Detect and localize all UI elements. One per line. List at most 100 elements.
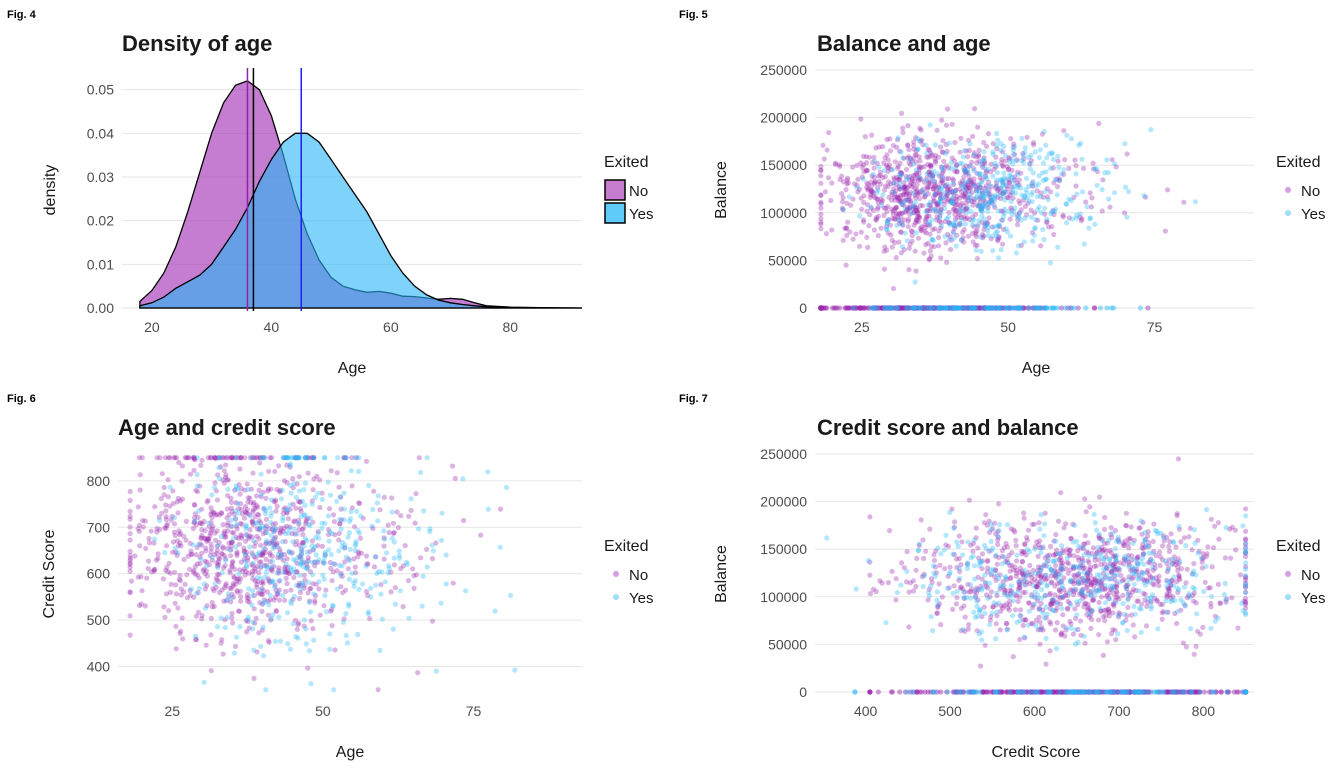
fig6-point-no [209, 604, 215, 610]
fig5-point-no [859, 206, 865, 212]
fig5-point-no [1113, 164, 1119, 170]
fig5-point-no [875, 206, 881, 212]
fig7-point-yes [997, 521, 1003, 528]
fig5-zero-balance-point-no [937, 305, 943, 311]
fig5-point-yes [965, 204, 971, 211]
fig5-point-yes [998, 141, 1004, 147]
fig6-point-no [231, 511, 237, 517]
fig7-point-no [1060, 560, 1066, 566]
fig5-zero-balance-point-no [818, 305, 825, 311]
fig5-y-tick-label: 250000 [760, 62, 807, 78]
fig7-point-no [1184, 566, 1190, 572]
fig7-point-no [1134, 555, 1140, 561]
fig6-point-no [274, 591, 280, 597]
fig5-point-yes [1041, 160, 1047, 166]
fig7-point-no [1031, 521, 1037, 527]
fig6-point-no [243, 538, 249, 544]
fig5-point-yes [907, 156, 914, 162]
fig6-point-yes [342, 542, 348, 548]
fig5-zero-balance-point-no [982, 305, 988, 311]
fig5-point-yes [1033, 216, 1039, 223]
fig6-point-no [159, 471, 165, 477]
fig5-point-no [963, 184, 969, 190]
fig5-point-no [940, 168, 947, 174]
fig7-point-yes [1073, 538, 1080, 544]
fig5-point-no [967, 163, 973, 169]
fig6-point-no [200, 568, 206, 574]
fig6-point-no [336, 530, 342, 537]
fig5-point-yes [1148, 127, 1154, 133]
fig-5-legend-label-yes: Yes [1301, 206, 1325, 223]
fig5-zero-balance-point-no [932, 305, 938, 311]
fig6-point-no [145, 566, 151, 572]
fig5-point-no [908, 198, 914, 204]
fig5-zero-balance-point-no [996, 305, 1003, 311]
fig5-zero-balance-point-no [891, 305, 898, 311]
fig6-point-no [284, 581, 290, 587]
fig5-point-yes [971, 167, 977, 174]
fig6-point-no [411, 573, 417, 579]
fig5-point-no [818, 192, 824, 199]
balance-and-age-panel: Fig. 5 Balance and age Age Balance 05000… [679, 9, 1325, 377]
fig5-zero-balance-point-no [914, 305, 920, 311]
fig6-point-no [216, 555, 222, 561]
fig5-point-yes [982, 188, 988, 194]
fig6-point-yes [438, 537, 445, 543]
fig5-zero-balance-point-no [873, 305, 879, 311]
fig7-point-no [1100, 614, 1106, 620]
fig5-point-no [980, 190, 986, 196]
fig5-point-no [943, 141, 949, 148]
fig6-point-no [199, 506, 205, 512]
fig5-point-no [909, 206, 916, 212]
fig5-zero-balance-point-no [1000, 305, 1006, 311]
fig6-point-yes [342, 455, 348, 461]
fig6-point-no [381, 494, 387, 500]
fig6-point-no [212, 552, 218, 558]
fig5-point-no [964, 206, 970, 212]
fig7-point-no [936, 581, 942, 587]
fig5-point-yes [1079, 189, 1086, 195]
fig6-point-no [263, 541, 269, 547]
fig6-point-yes [258, 586, 264, 592]
fig7-zero-balance-point-yes [904, 689, 910, 695]
fig7-point-no [1087, 504, 1093, 510]
fig7-zero-balance-point-yes [1174, 689, 1180, 695]
fig6-point-no [209, 514, 215, 521]
fig-7-legend-key-no [1285, 571, 1291, 577]
density-area-yes [139, 132, 583, 309]
fig7-point-yes [1146, 550, 1152, 556]
fig5-point-no [912, 173, 918, 179]
fig6-point-no [179, 463, 185, 469]
fig5-point-yes [977, 184, 983, 190]
fig5-point-yes [931, 179, 938, 185]
fig7-point-no [1063, 627, 1069, 633]
fig5-point-no [912, 185, 918, 192]
fig5-point-no [1006, 177, 1012, 183]
fig5-point-no [962, 216, 968, 222]
fig5-point-no [885, 183, 891, 189]
fig5-point-yes [931, 168, 937, 174]
fig6-point-yes [341, 490, 347, 496]
fig6-point-no [316, 586, 322, 592]
fig5-point-no [832, 161, 839, 167]
fig7-point-no [957, 569, 963, 575]
fig5-point-no [998, 160, 1005, 166]
fig5-point-yes [1087, 215, 1093, 221]
fig6-point-no [222, 617, 228, 623]
fig6-point-no [260, 581, 266, 587]
fig7-point-no [1001, 603, 1007, 609]
fig6-point-no [177, 572, 183, 579]
fig7-point-no [988, 589, 995, 595]
fig7-point-no [1165, 609, 1171, 615]
fig7-point-yes [1138, 606, 1144, 612]
fig7-point-yes [988, 538, 994, 545]
fig5-point-yes [1092, 166, 1098, 172]
fig5-point-yes [985, 224, 992, 230]
fig-7-legend-key-yes [1285, 594, 1291, 600]
fig5-point-no [899, 170, 905, 176]
fig7-point-yes [1003, 574, 1009, 580]
fig5-point-no [948, 246, 954, 253]
fig5-point-no [1007, 192, 1013, 198]
fig7-point-no [954, 595, 960, 601]
fig5-point-yes [996, 223, 1002, 229]
